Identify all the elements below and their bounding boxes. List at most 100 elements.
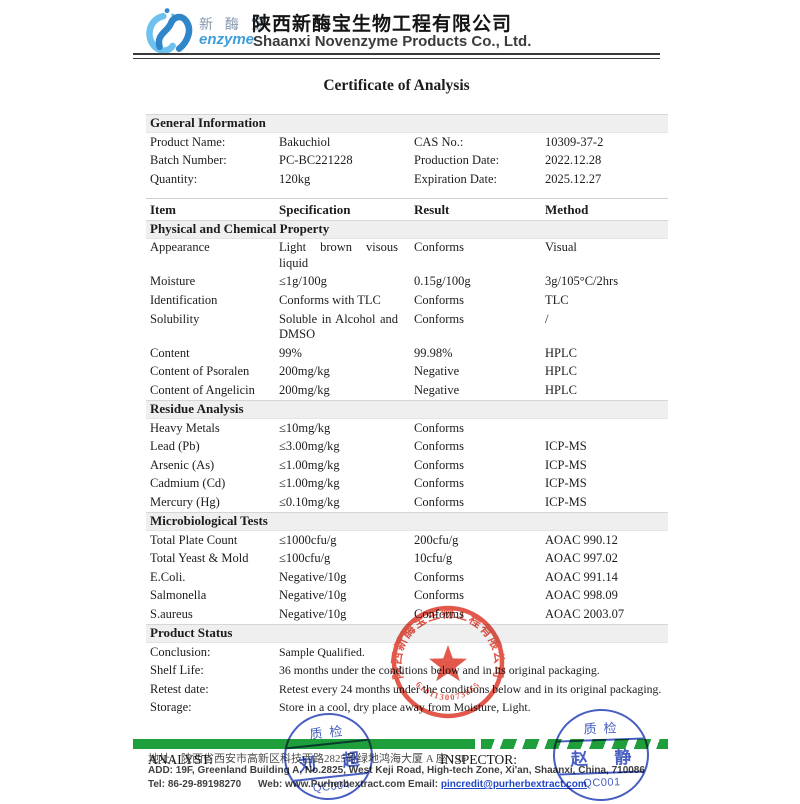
status-label: Conclusion: [150, 644, 211, 659]
spec-cell: Soluble in Alcohol and DMSO [279, 311, 398, 342]
item-cell: Total Yeast & Mold [150, 551, 249, 566]
spec-cell: Conforms with TLC [279, 293, 381, 308]
item-cell: Content [150, 345, 190, 360]
company-name-en: Shaanxi Novenzyme Products Co., Ltd. [253, 33, 532, 50]
item-cell: Content of Angelicin [150, 383, 255, 398]
spec-row: Appearance Light brown visous liquid Confo… [146, 239, 668, 273]
spec-row: Content of Angelicin 200mg/kg Negative HPLC [146, 382, 668, 401]
product-status-rows: Conclusion: Sample Qualified. Shelf Life: 3… [146, 643, 668, 717]
info-row: Product Name: Bakuchiol CAS No.: 10309-37-2 [146, 133, 668, 152]
column-header-method: Method [545, 201, 589, 217]
section-header: Microbiological Tests [146, 512, 668, 532]
spec-cell: 200mg/kg [279, 383, 330, 398]
result-cell: Conforms [414, 293, 464, 308]
status-label: Shelf Life: [150, 663, 204, 678]
result-cell: Conforms [414, 569, 464, 584]
spec-row: S.aureus Negative/10g Conforms AOAC 2003.07 [146, 605, 668, 624]
info-value: 2022.12.28 [545, 153, 602, 168]
spec-cell: ≤0.10mg/kg [279, 495, 340, 509]
spec-row: Salmonella Negative/10g Conforms AOAC 998.0… [146, 587, 668, 606]
method-cell: AOAC 997.02 [545, 551, 618, 566]
spec-row: Solubility Soluble in Alcohol and DMSO Con… [146, 310, 668, 344]
item-cell: Mercury (Hg) [150, 495, 220, 509]
item-cell: Content of Psoralen [150, 364, 250, 379]
email-label: Email: [408, 779, 439, 790]
method-cell: AOAC 2003.07 [545, 606, 625, 621]
item-cell: Arsenic (As) [150, 457, 215, 472]
item-cell: Solubility [150, 311, 200, 326]
web-text[interactable]: Web: www.Purherbextract.com [258, 779, 406, 790]
item-cell: Total Plate Count [150, 532, 238, 547]
spec-row: Content 99% 99.98% HPLC [146, 344, 668, 363]
qc-stamp-name: 赵 静 [554, 737, 648, 776]
contact-line: Tel: 86-29-89198270 Web: www.Purherbextr… [148, 779, 587, 790]
item-cell: Heavy Metals [150, 420, 220, 435]
inspector-label: INSPECTOR: [440, 752, 518, 767]
status-value: Sample Qualified. [279, 644, 365, 659]
method-cell: / [545, 311, 549, 326]
table-header-row: Item Specification Result Method [146, 197, 668, 220]
method-cell: ICP-MS [545, 495, 587, 509]
info-label: Product Name: [150, 134, 226, 149]
spec-cell: ≤10mg/kg [279, 420, 331, 435]
info-label: CAS No.: [414, 134, 464, 149]
spec-cell: ≤3.00mg/kg [279, 439, 340, 454]
column-header-result: Result [414, 201, 450, 217]
footer-banner-stripes [481, 739, 668, 749]
spec-row: Moisture ≤1g/100g 0.15g/100g 3g/105°C/2hrs [146, 273, 668, 292]
method-cell: ICP-MS [545, 457, 587, 472]
certificate-table: General Information Product Name: Bakuchi… [146, 114, 668, 717]
info-label: Batch Number: [150, 153, 227, 168]
spec-cell: ≤1.00mg/kg [279, 476, 340, 491]
method-cell: AOAC 998.09 [545, 588, 618, 603]
section-header-general-information: General Information [146, 114, 668, 133]
item-cell: Moisture [150, 274, 196, 289]
page-title: Certificate of Analysis [323, 77, 470, 94]
general-info-rows: Product Name: Bakuchiol CAS No.: 10309-37-2… [146, 133, 668, 189]
method-cell: TLC [545, 293, 569, 308]
company-seal-stamp: 陕西新酶宝生物工程有限公司 6101130073865 [389, 605, 505, 719]
result-cell: Conforms [414, 240, 464, 255]
analyst-label: ANALYST: [148, 752, 213, 767]
status-row: Conclusion: Sample Qualified. [146, 643, 668, 662]
result-cell: Conforms [414, 476, 464, 491]
spec-cell: Negative/10g [279, 569, 347, 584]
address-en: ADD: 19F, Greenland Building A, No.2825,… [148, 765, 645, 776]
spec-cell: Negative/10g [279, 606, 347, 621]
email-link[interactable]: pincredit@purherbextract.com [440, 779, 587, 790]
item-cell: S.aureus [150, 606, 193, 621]
status-row: Shelf Life: 36 months under the condition… [146, 662, 668, 681]
result-cell: Conforms [414, 588, 464, 603]
logo-en-text: enzyme [199, 31, 255, 48]
item-cell: E.Coli. [150, 569, 186, 584]
info-row: Quantity: 120kg Expiration Date: 2025.12.27 [146, 170, 668, 189]
result-cell: Conforms [414, 457, 464, 472]
spec-cell: ≤1g/100g [279, 274, 327, 289]
spec-cell: ≤1.00mg/kg [279, 457, 340, 472]
spec-row: Lead (Pb) ≤3.00mg/kg Conforms ICP-MS [146, 438, 668, 457]
method-cell: Visual [545, 240, 577, 255]
method-cell: HPLC [545, 383, 577, 398]
result-cell: 10cfu/g [414, 551, 453, 566]
spec-cell: 200mg/kg [279, 364, 330, 379]
header-divider [133, 53, 660, 59]
spec-row: Arsenic (As) ≤1.00mg/kg Conforms ICP-MS [146, 456, 668, 475]
seal-star-icon [429, 645, 467, 682]
spec-row: Total Yeast & Mold ≤100cfu/g 10cfu/g AOAC 9… [146, 550, 668, 569]
address-cn: 地址：陕西省西安市高新区科技西路2825号绿地鸿海大厦 A 座 19F [148, 753, 467, 765]
result-cell: 99.98% [414, 345, 453, 360]
item-cell: Salmonella [150, 588, 207, 603]
spec-row: Mercury (Hg) ≤0.10mg/kg Conforms ICP-MS [146, 494, 668, 513]
qc-stamp-code: QC001 [583, 776, 621, 790]
method-cell: AOAC 990.12 [545, 532, 618, 547]
result-cell: 0.15g/100g [414, 274, 471, 289]
status-label: Retest date: [150, 681, 209, 696]
spec-row: Cadmium (Cd) ≤1.00mg/kg Conforms ICP-MS [146, 475, 668, 494]
section-header: Physical and Chemical Property [146, 219, 668, 239]
info-label: Quantity: [150, 171, 198, 186]
status-row: Retest date: Retest every 24 months under… [146, 680, 668, 699]
info-value: PC-BC221228 [279, 153, 353, 168]
spec-row: Total Plate Count ≤1000cfu/g 200cfu/g AOAC … [146, 531, 668, 550]
company-name-cn: 陕西新酶宝生物工程有限公司 [252, 14, 513, 35]
item-cell: Appearance [150, 240, 210, 255]
